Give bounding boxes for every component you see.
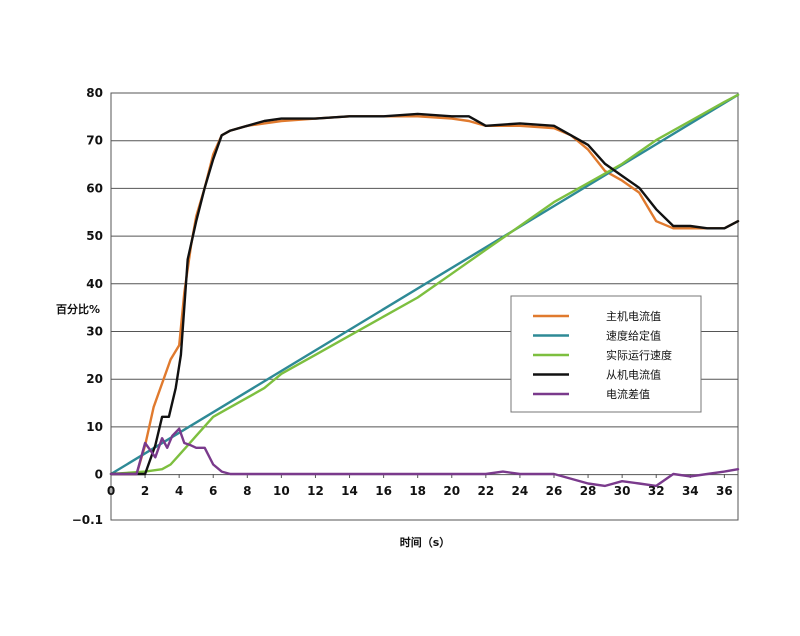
legend-label: 实际运行速度 <box>606 348 672 362</box>
x-tick-label: 30 <box>614 484 631 498</box>
y-tick-label: 40 <box>86 277 103 291</box>
x-tick-label: 24 <box>512 484 529 498</box>
x-tick-label: 8 <box>243 484 251 498</box>
y-tick-label: 60 <box>86 181 103 195</box>
y-tick-label: 20 <box>86 372 103 386</box>
x-tick-label: 6 <box>209 484 217 498</box>
y-tick-label: 80 <box>86 86 103 100</box>
y-tick-label: 50 <box>86 229 103 243</box>
y-tick-label: 10 <box>86 420 103 434</box>
y-tick-label: 0 <box>95 468 103 482</box>
x-tick-label: 2 <box>141 484 149 498</box>
y-tick-label: −0.1 <box>72 513 103 527</box>
series-line-2 <box>109 93 740 476</box>
x-tick-label: 20 <box>443 484 460 498</box>
x-tick-label: 34 <box>682 484 699 498</box>
legend-label: 电流差值 <box>606 387 650 401</box>
x-tick-label: 10 <box>273 484 290 498</box>
x-tick-label: 0 <box>107 484 115 498</box>
x-tick-label: 4 <box>175 484 183 498</box>
legend-label: 从机电流值 <box>606 368 661 382</box>
y-axis-title: 百分比% <box>56 302 100 316</box>
x-tick-label: 16 <box>375 484 392 498</box>
series-line-1 <box>109 115 740 476</box>
y-tick-label: 30 <box>86 325 103 339</box>
x-tick-label: 32 <box>648 484 665 498</box>
series-line-5 <box>109 427 740 488</box>
series-group <box>109 93 740 488</box>
series-line-3 <box>109 93 740 476</box>
x-tick-label: 14 <box>341 484 358 498</box>
x-tick-label: 18 <box>409 484 426 498</box>
x-tick-label: 28 <box>580 484 597 498</box>
y-tick-label: 70 <box>86 134 103 148</box>
x-tick-label: 12 <box>307 484 324 498</box>
x-axis-title: 时间（s） <box>400 535 451 549</box>
plot-frame <box>110 92 739 521</box>
x-tick-label: 26 <box>546 484 563 498</box>
series-line-4 <box>109 112 740 476</box>
x-tick-label: 22 <box>477 484 494 498</box>
legend-label: 速度给定值 <box>606 329 661 343</box>
legend-label: 主机电流值 <box>606 309 661 323</box>
x-tick-label: 36 <box>716 484 733 498</box>
